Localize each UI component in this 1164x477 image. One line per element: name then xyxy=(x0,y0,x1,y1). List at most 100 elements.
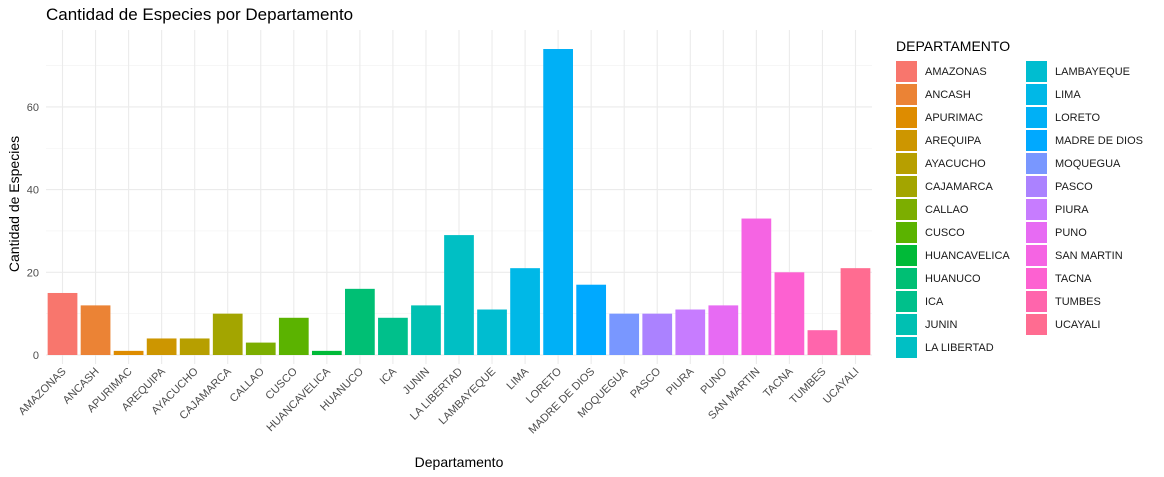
bar xyxy=(113,350,144,355)
x-tick-label: AMAZONAS xyxy=(17,366,69,418)
legend-swatch xyxy=(896,222,917,243)
legend-item: AYACUCHO xyxy=(896,152,1026,175)
legend-label: SAN MARTIN xyxy=(1055,249,1123,262)
legend-item: MOQUEGUA xyxy=(1026,152,1156,175)
legend-swatch xyxy=(896,107,917,128)
bar xyxy=(477,309,507,355)
legend-item: TUMBES xyxy=(1026,290,1156,313)
legend-swatch xyxy=(896,337,917,358)
bar xyxy=(80,305,111,355)
legend-label: LA LIBERTAD xyxy=(925,341,994,354)
legend-item: PASCO xyxy=(1026,175,1156,198)
bar xyxy=(510,268,540,355)
legend-label: CALLAO xyxy=(925,203,969,216)
legend-label: TACNA xyxy=(1055,272,1092,285)
y-tick-label: 60 xyxy=(27,102,39,114)
legend-item: AREQUIPA xyxy=(896,129,1026,152)
y-tick-label: 0 xyxy=(33,350,39,362)
legend: DEPARTAMENTO AMAZONAS ANCASH APURIMAC AREQU… xyxy=(896,38,1156,359)
x-tick-label: JUNIN xyxy=(401,366,432,397)
x-tick-label: PASCO xyxy=(628,365,663,400)
bars xyxy=(47,49,871,355)
legend-label: CAJAMARCA xyxy=(925,180,993,193)
legend-swatch xyxy=(896,199,917,220)
legend-label: LORETO xyxy=(1055,111,1101,124)
legend-item: HUANUCO xyxy=(896,267,1026,290)
legend-swatch xyxy=(1026,130,1047,151)
legend-item: SAN MARTIN xyxy=(1026,244,1156,267)
legend-item: APURIMAC xyxy=(896,106,1026,129)
x-tick-label: LAMBAYEQUE xyxy=(437,366,499,428)
legend-swatch xyxy=(1026,153,1047,174)
legend-label: ANCASH xyxy=(925,88,971,101)
legend-item: PUNO xyxy=(1026,221,1156,244)
bar xyxy=(179,338,210,355)
bar xyxy=(741,218,772,355)
legend-label: PIURA xyxy=(1055,203,1089,216)
bar xyxy=(576,284,607,355)
legend-item: LA LIBERTAD xyxy=(896,336,1026,359)
x-tick-label: UCAYALI xyxy=(821,366,862,407)
legend-label: ICA xyxy=(925,295,944,308)
legend-label: CUSCO xyxy=(925,226,965,239)
legend-swatch xyxy=(1026,176,1047,197)
bar xyxy=(543,49,573,355)
legend-item: ANCASH xyxy=(896,83,1026,106)
legend-swatch xyxy=(896,268,917,289)
legend-item: MADRE DE DIOS xyxy=(1026,129,1156,152)
legend-swatch xyxy=(896,245,917,266)
legend-label: LAMBAYEQUE xyxy=(1055,65,1130,78)
legend-label: HUANUCO xyxy=(925,272,981,285)
legend-swatch xyxy=(1026,291,1047,312)
legend-swatch xyxy=(896,84,917,105)
legend-swatch xyxy=(1026,245,1047,266)
legend-item: HUANCAVELICA xyxy=(896,244,1026,267)
bar xyxy=(642,313,673,355)
bar xyxy=(378,317,408,355)
legend-swatch xyxy=(896,176,917,197)
legend-swatch xyxy=(1026,61,1047,82)
bar xyxy=(444,235,474,355)
legend-label: LIMA xyxy=(1055,88,1081,101)
legend-item: TACNA xyxy=(1026,267,1156,290)
chart-title: Cantidad de Especies por Departamento xyxy=(46,5,354,24)
legend-column: AMAZONAS ANCASH APURIMAC AREQUIPA AYACUCHO CA… xyxy=(896,60,1026,359)
bar xyxy=(311,350,342,355)
legend-label: MADRE DE DIOS xyxy=(1055,134,1144,147)
y-tick-labels: 0 20 40 60 xyxy=(27,102,39,362)
bar xyxy=(675,309,706,355)
legend-item: CALLAO xyxy=(896,198,1026,221)
x-tick-label: ICA xyxy=(378,365,400,387)
legend-swatch xyxy=(1026,199,1047,220)
legend-label: PUNO xyxy=(1055,226,1087,239)
legend-item: LORETO xyxy=(1026,106,1156,129)
y-axis-label: Cantidad de Especies xyxy=(6,136,22,272)
y-tick-label: 20 xyxy=(27,267,39,279)
legend-label: HUANCAVELICA xyxy=(925,249,1010,262)
bar xyxy=(807,330,838,355)
legend-label: TUMBES xyxy=(1055,295,1101,308)
x-tick-labels: AMAZONASANCASHAPURIMACAREQUIPAAYACUCHOCA… xyxy=(17,365,862,436)
legend-label: AREQUIPA xyxy=(925,134,982,147)
bar xyxy=(609,313,640,355)
legend-swatch xyxy=(1026,107,1047,128)
legend-swatch xyxy=(896,130,917,151)
legend-item: UCAYALI xyxy=(1026,313,1156,336)
legend-swatch xyxy=(896,61,917,82)
legend-title: DEPARTAMENTO xyxy=(896,38,1011,54)
legend-item: JUNIN xyxy=(896,313,1026,336)
bar xyxy=(245,342,276,355)
legend-label: AMAZONAS xyxy=(925,65,987,78)
legend-label: AYACUCHO xyxy=(925,157,986,170)
x-axis-label: Departamento xyxy=(415,454,504,470)
legend-column: LAMBAYEQUE LIMA LORETO MADRE DE DIOS MOQUEGU… xyxy=(1026,60,1156,359)
legend-swatch xyxy=(896,153,917,174)
legend-swatch xyxy=(1026,268,1047,289)
bar xyxy=(411,305,441,355)
bar xyxy=(840,268,871,355)
x-tick-label: CALLAO xyxy=(228,365,267,404)
legend-label: JUNIN xyxy=(925,318,958,331)
legend-item: AMAZONAS xyxy=(896,60,1026,83)
bar xyxy=(212,313,243,355)
bar xyxy=(47,292,78,355)
